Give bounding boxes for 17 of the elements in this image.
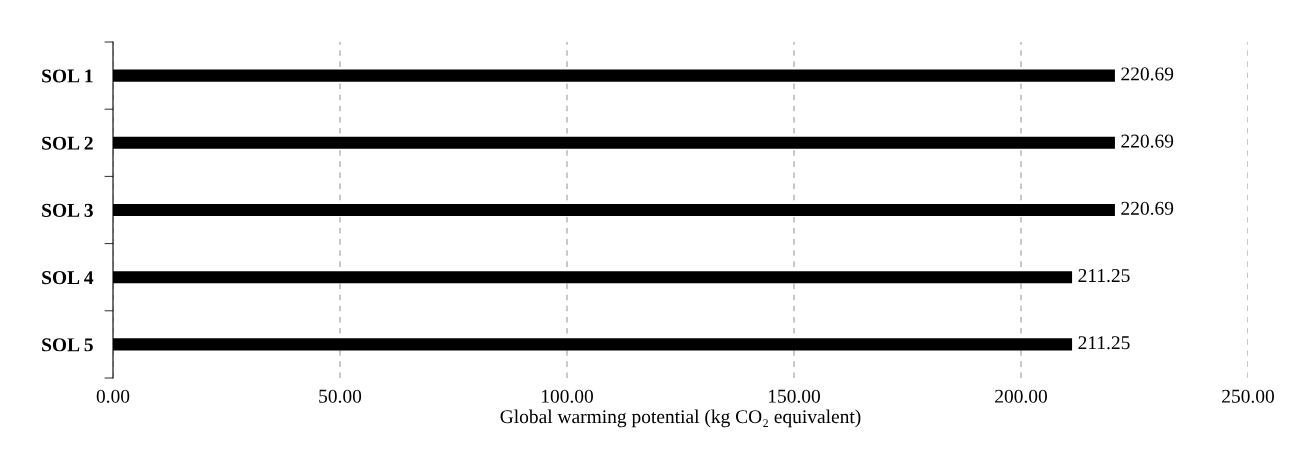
data-label: 220.69: [1121, 134, 1174, 148]
x-tick-label: 150.00: [768, 389, 820, 403]
data-label: 220.69: [1121, 201, 1174, 215]
y-tick-label: SOL 2: [42, 136, 93, 150]
x-tick-label: 50.00: [319, 389, 362, 403]
x-axis-title: Global warming potential (kg CO₂ equivalent): [500, 409, 861, 428]
y-tick-label: SOL 3: [42, 203, 93, 217]
y-tick-label: SOL 4: [42, 271, 94, 285]
x-tick-label: 250.00: [1222, 389, 1274, 403]
data-label: 220.69: [1121, 67, 1174, 81]
data-label: 211.25: [1078, 336, 1130, 350]
x-tick-label: 200.00: [995, 389, 1047, 403]
y-tick-label: SOL 5: [42, 338, 93, 352]
x-tick-label: 100.00: [541, 389, 593, 403]
data-label: 211.25: [1078, 269, 1130, 283]
y-tick-label: SOL 1: [42, 69, 93, 83]
x-tick-label: 0.00: [96, 389, 130, 403]
